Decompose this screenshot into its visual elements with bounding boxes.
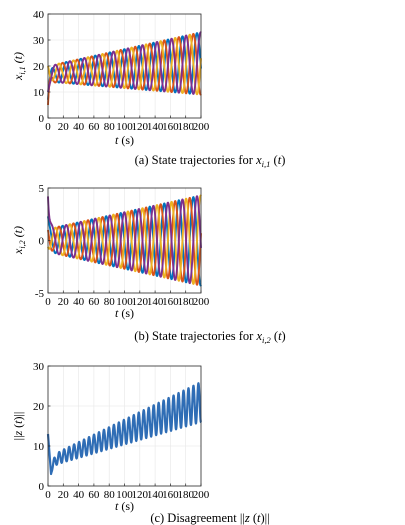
xtick-label-8: 160 (162, 296, 179, 308)
ytick-label-0: -5 (35, 288, 45, 300)
ytick-label-3: 30 (33, 35, 45, 47)
panel-a-ylabel: xi,1 (t) (11, 52, 27, 81)
panel-a-series (47, 31, 202, 106)
ytick-label-2: 20 (33, 61, 45, 73)
xtick-label-8: 160 (162, 489, 179, 501)
ytick-label-3: 30 (33, 361, 45, 373)
xtick-label-5: 100 (116, 489, 133, 501)
xtick-label-1: 20 (58, 489, 70, 501)
xtick-label-0: 0 (45, 296, 51, 308)
ytick-label-2: 5 (39, 183, 45, 195)
panel-c-series (46, 382, 202, 476)
xtick-label-0: 0 (45, 489, 51, 501)
xtick-label-3: 60 (88, 489, 100, 501)
xtick-label-0: 0 (45, 121, 51, 133)
xtick-label-8: 160 (162, 121, 179, 133)
ytick-label-1: 10 (33, 441, 45, 453)
xtick-label-9: 180 (177, 121, 194, 133)
panel-c-xlabel: t (s) (115, 499, 134, 513)
panel-a-caption: (a) State trajectories for xi,1 (t) (135, 153, 286, 169)
series-line-3 (47, 194, 202, 285)
ytick-label-0: 0 (39, 481, 45, 493)
xtick-label-4: 80 (104, 489, 116, 501)
panel-b-xlabel: t (s) (115, 306, 134, 320)
xtick-label-10: 200 (193, 121, 210, 133)
xtick-label-6: 120 (132, 489, 149, 501)
xtick-label-9: 180 (177, 296, 194, 308)
ytick-label-2: 20 (33, 401, 45, 413)
xtick-label-4: 80 (104, 121, 116, 133)
panel-b-series (47, 194, 202, 287)
xtick-label-9: 180 (177, 489, 194, 501)
series-line-2 (47, 196, 202, 286)
series-line-1 (46, 382, 202, 476)
series-line-3 (47, 33, 202, 96)
xtick-label-6: 120 (132, 296, 149, 308)
xtick-label-10: 200 (193, 489, 210, 501)
xtick-label-2: 40 (73, 489, 85, 501)
xtick-label-6: 120 (132, 121, 149, 133)
xtick-label-7: 140 (147, 296, 164, 308)
panel-b-caption: (b) State trajectories for xi,2 (t) (134, 329, 285, 345)
xtick-label-5: 100 (116, 121, 133, 133)
xtick-label-3: 60 (88, 296, 100, 308)
xtick-label-1: 20 (58, 296, 70, 308)
panel-b-ylabel: xi,2 (t) (11, 226, 27, 255)
ytick-label-4: 40 (33, 9, 45, 21)
ytick-label-1: 10 (33, 87, 45, 99)
xtick-label-7: 140 (147, 489, 164, 501)
ytick-label-0: 0 (39, 113, 45, 125)
series-line-1 (47, 32, 202, 100)
panel-a-xlabel: t (s) (115, 133, 134, 147)
series-line-4 (47, 31, 202, 95)
series-line-4 (47, 195, 202, 285)
xtick-label-4: 80 (104, 296, 116, 308)
ytick-label-1: 0 (39, 235, 45, 247)
xtick-label-2: 40 (73, 296, 85, 308)
xtick-label-1: 20 (58, 121, 70, 133)
panel-c-caption: (c) Disagreement ||z (t)|| (150, 511, 269, 525)
panel-c-ylabel: ||z (t)|| (11, 412, 25, 441)
xtick-label-2: 40 (73, 121, 85, 133)
xtick-label-7: 140 (147, 121, 164, 133)
xtick-label-5: 100 (116, 296, 133, 308)
xtick-label-3: 60 (88, 121, 100, 133)
xtick-label-10: 200 (193, 296, 210, 308)
